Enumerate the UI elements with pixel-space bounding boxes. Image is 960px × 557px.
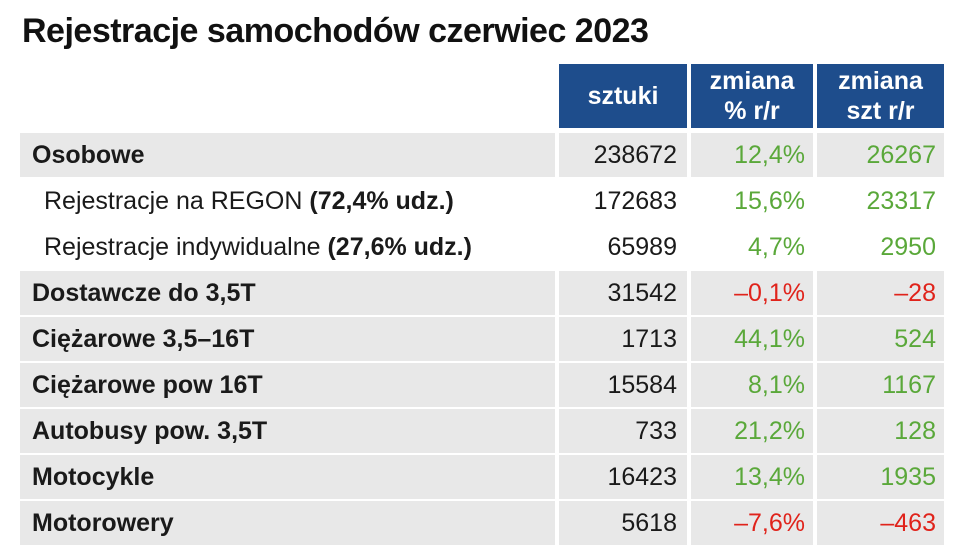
row-szt: 2950 <box>880 232 936 261</box>
row-pct: –0,1% <box>691 271 813 315</box>
table-row-motorowery: Motorowery 5618 –7,6% –463 <box>20 501 944 545</box>
row-label-text: Rejestracje indywidualne <box>44 232 328 261</box>
row-label: Ciężarowe pow 16T <box>20 363 555 407</box>
row-sztuki: 238672 <box>559 133 687 177</box>
row-label: Motorowery <box>20 501 555 545</box>
header-zmiana-szt-line2: szt r/r <box>846 97 915 125</box>
table-row-indywidualne: Rejestracje indywidualne (27,6% udz.) 65… <box>20 225 944 269</box>
row-pct: 12,4% <box>691 133 813 177</box>
page-title: Rejestracje samochodów czerwiec 2023 <box>22 12 649 50</box>
row-pct: 8,1% <box>691 363 813 407</box>
row-sztuki: 5618 <box>559 501 687 545</box>
row-label: Motocykle <box>20 455 555 499</box>
row-label: Rejestracje na REGON (72,4% udz.) <box>20 179 555 223</box>
row-sztuki: 1713 <box>559 317 687 361</box>
row-label: Autobusy pow. 3,5T <box>20 409 555 453</box>
header-zmiana-szt: zmiana szt r/r <box>817 64 944 128</box>
table-row-autobusy: Autobusy pow. 3,5T 733 21,2% 128 <box>20 409 944 453</box>
table-row-ciezarowe-pow-16: Ciężarowe pow 16T 15584 8,1% 1167 <box>20 363 944 407</box>
row-szt: 26267 <box>817 133 944 177</box>
row-label-note: (27,6% udz.) <box>327 232 472 261</box>
row-pct: 44,1% <box>691 317 813 361</box>
row-sztuki: 65989 <box>607 232 677 261</box>
row-label: Osobowe <box>20 133 555 177</box>
row-szt: 128 <box>817 409 944 453</box>
row-sztuki: 15584 <box>559 363 687 407</box>
header-sztuki: sztuki <box>559 64 687 128</box>
row-label: Rejestracje indywidualne (27,6% udz.) <box>20 225 555 269</box>
header-zmiana-pct-line2: % r/r <box>724 97 780 125</box>
header-zmiana-pct: zmiana % r/r <box>691 64 813 128</box>
row-sztuki: 172683 <box>593 186 677 215</box>
row-pct: 15,6% <box>734 186 805 215</box>
header-zmiana-szt-line1: zmiana <box>838 67 923 95</box>
row-szt: 23317 <box>866 186 936 215</box>
row-sztuki: 16423 <box>559 455 687 499</box>
table-row-regon: Rejestracje na REGON (72,4% udz.) 172683… <box>20 179 944 223</box>
row-pct: 13,4% <box>691 455 813 499</box>
table-row-ciezarowe-3-16: Ciężarowe 3,5–16T 1713 44,1% 524 <box>20 317 944 361</box>
row-label-note: (72,4% udz.) <box>309 186 454 215</box>
table-row-osobowe: Osobowe 238672 12,4% 26267 <box>20 133 944 177</box>
row-sztuki: 31542 <box>559 271 687 315</box>
table-row-motocykle: Motocykle 16423 13,4% 1935 <box>20 455 944 499</box>
row-pct: 21,2% <box>691 409 813 453</box>
row-label-text: Rejestracje na REGON <box>44 186 310 215</box>
row-szt: 1935 <box>817 455 944 499</box>
row-szt: 524 <box>817 317 944 361</box>
row-pct: –7,6% <box>691 501 813 545</box>
row-pct: 4,7% <box>748 232 805 261</box>
table-row-dostawcze: Dostawcze do 3,5T 31542 –0,1% –28 <box>20 271 944 315</box>
registrations-table: Osobowe 238672 12,4% 26267 Rejestracje n… <box>20 133 944 547</box>
row-label: Dostawcze do 3,5T <box>20 271 555 315</box>
header-zmiana-pct-line1: zmiana <box>709 67 795 95</box>
row-label: Ciężarowe 3,5–16T <box>20 317 555 361</box>
row-szt: –28 <box>817 271 944 315</box>
header-sztuki-label: sztuki <box>587 82 659 110</box>
row-sztuki: 733 <box>559 409 687 453</box>
row-szt: –463 <box>817 501 944 545</box>
row-szt: 1167 <box>817 363 944 407</box>
